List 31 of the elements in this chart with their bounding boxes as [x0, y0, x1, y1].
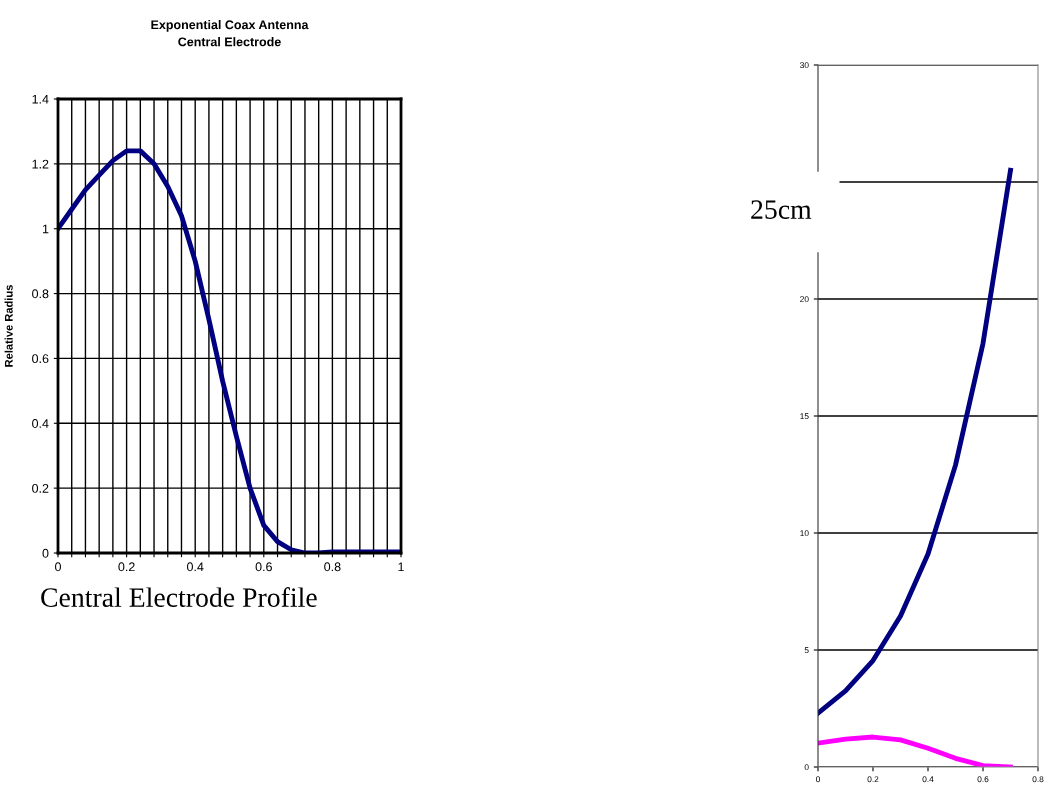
line-series — [818, 167, 1013, 716]
y-tick-label: 0 — [804, 764, 809, 771]
x-tick-label: 0.6 — [255, 562, 272, 572]
text: Central Electrode Profile — [41, 587, 317, 607]
x-tick-label: 0.4 — [922, 776, 934, 783]
y-tick-label: 15 — [800, 413, 809, 420]
y-tick-label: 0.6 — [32, 354, 49, 364]
x-tick-label: 0.8 — [1032, 776, 1044, 783]
text: 25cm — [751, 200, 812, 219]
y-tick-label: 20 — [800, 296, 809, 303]
x-tick-label: 0.8 — [324, 562, 341, 572]
x-tick-label: 0.4 — [187, 562, 204, 572]
line-series — [818, 734, 1013, 767]
x-tick-label: 0.2 — [867, 776, 879, 783]
chart-title: Exponential Coax Antenna Central Electrode — [151, 20, 309, 47]
y-tick-label: 0.8 — [32, 289, 49, 299]
x-tick-label: 0 — [55, 562, 61, 572]
x-tick-label: 1 — [398, 562, 404, 572]
y-tick-label: 1.4 — [32, 94, 49, 104]
x-tick-label: 0 — [816, 776, 820, 783]
x-tick-label: 0.2 — [118, 562, 135, 572]
y-tick-label: 5 — [804, 647, 809, 654]
y-tick-label: 10 — [800, 530, 809, 537]
y-tick-label: 0.2 — [32, 483, 49, 493]
y-tick-label: 1.2 — [32, 159, 49, 169]
y-tick-label: 0.4 — [32, 419, 49, 428]
y-axis-title: Relative Radius — [4, 285, 13, 367]
y-tick-label: 0 — [42, 548, 49, 558]
y-tick-label: 1 — [42, 224, 49, 234]
x-tick-label: 0.6 — [977, 776, 989, 783]
y-tick-label: 30 — [800, 62, 809, 69]
